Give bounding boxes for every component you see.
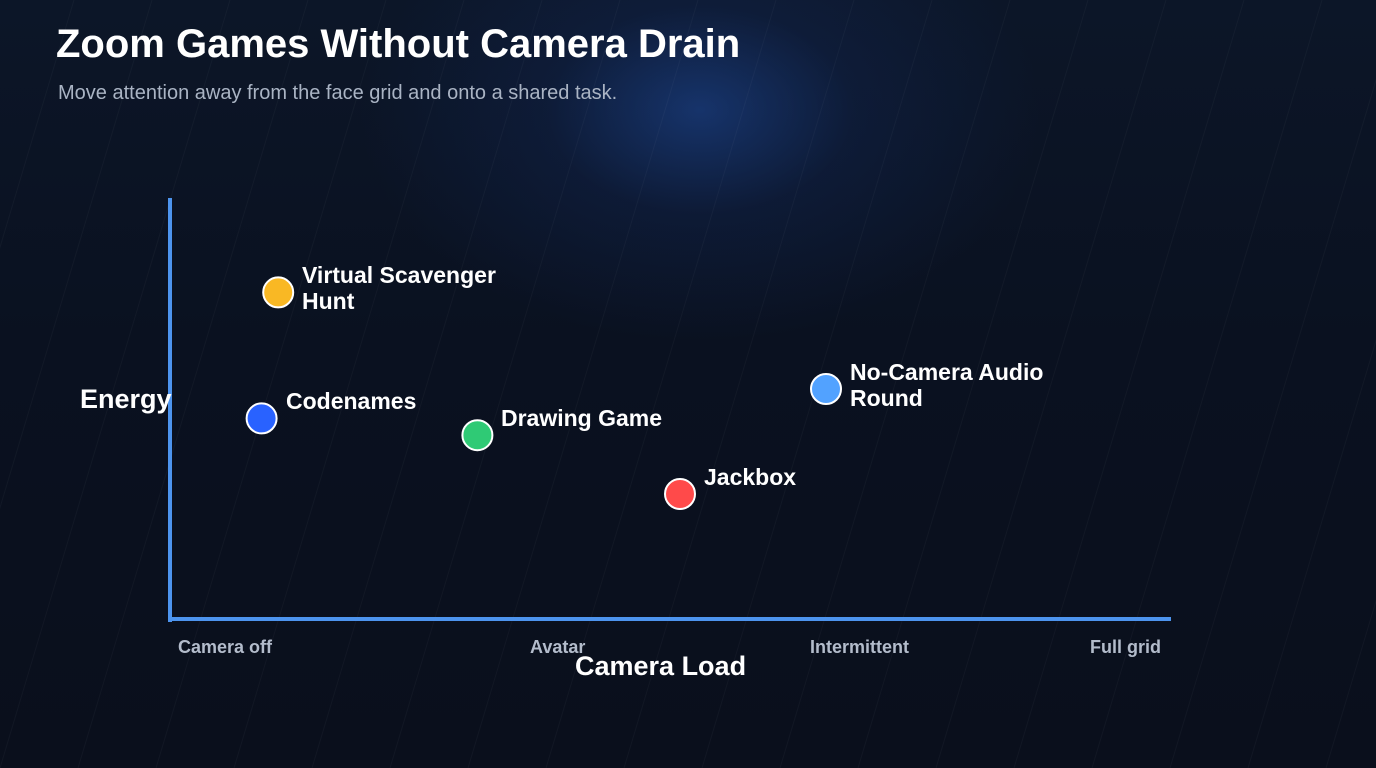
x-tick-label: Full grid	[1090, 637, 1161, 657]
x-axis-label: Camera Load	[575, 651, 747, 681]
point-label: Virtual Scavenger Hunt	[302, 262, 496, 314]
background-streak	[1248, 0, 1376, 768]
data-point[interactable]	[262, 276, 295, 309]
x-tick-label: Camera off	[178, 637, 273, 657]
data-point[interactable]	[664, 478, 696, 510]
data-point[interactable]	[245, 402, 278, 435]
point-label: Drawing Game	[501, 405, 663, 431]
background-streak	[1170, 0, 1376, 768]
x-tick-label: Avatar	[530, 637, 586, 657]
data-point[interactable]	[810, 373, 842, 405]
point-label: No-Camera Audio Round	[850, 359, 1044, 411]
chart-subtitle: Move attention away from the face grid a…	[58, 82, 618, 104]
data-points	[245, 276, 842, 510]
background-streak	[312, 0, 542, 768]
point-label: Codenames	[286, 388, 417, 414]
data-point[interactable]	[461, 419, 494, 452]
x-tick-label: Intermittent	[810, 637, 909, 657]
background-streak	[1326, 0, 1376, 768]
y-axis-label: Energy	[80, 384, 172, 414]
chart-title: Zoom Games Without Camera Drain	[56, 22, 741, 66]
point-label: Jackbox	[704, 464, 797, 490]
